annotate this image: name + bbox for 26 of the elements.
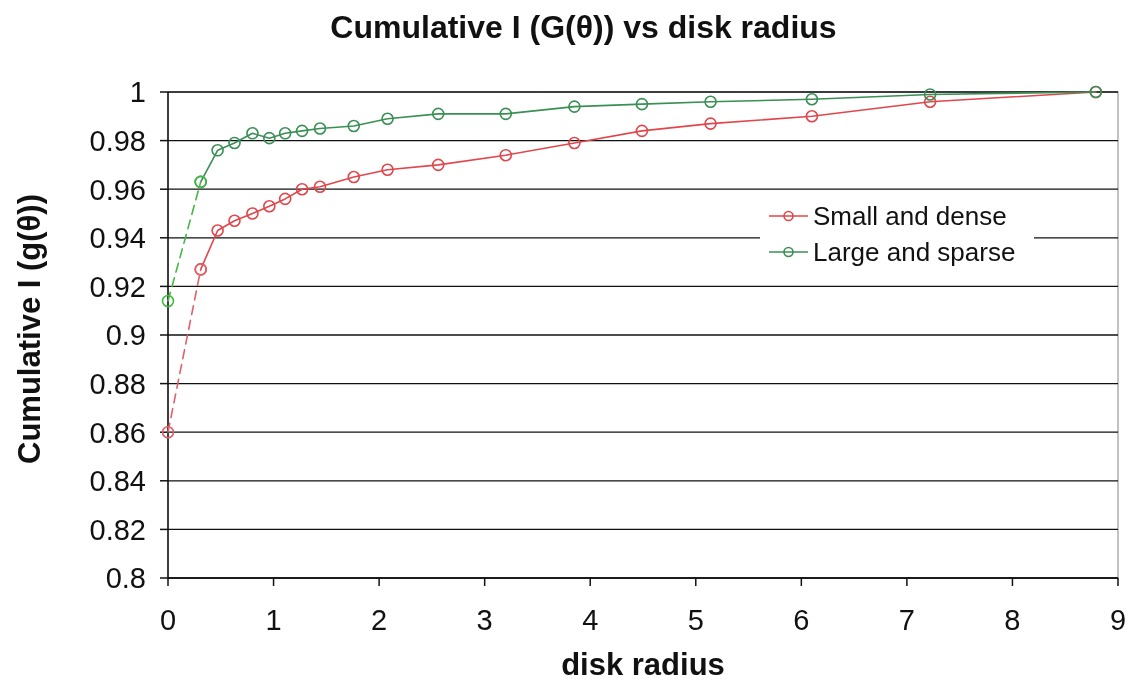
y-tick-label: 0.86	[89, 416, 146, 449]
x-tick-label: 2	[371, 604, 388, 636]
y-tick-label: 0.8	[105, 562, 146, 595]
x-tick-label: 6	[793, 604, 810, 636]
y-tick-label: 0.98	[89, 125, 146, 158]
x-tick-label: 9	[1109, 604, 1127, 636]
x-tick-label: 1	[265, 604, 282, 636]
x-tick-label: 5	[687, 604, 704, 636]
x-tick-label: 0	[159, 604, 177, 636]
x-tick-label: 8	[1004, 604, 1021, 636]
x-axis-title: disk radius	[561, 647, 725, 682]
legend-label: Large and sparse	[813, 237, 1016, 268]
y-tick-label: 1	[129, 76, 146, 109]
legend-label: Small and dense	[813, 201, 1007, 232]
y-tick-label: 0.82	[89, 513, 146, 546]
y-tick-label: 0.88	[89, 368, 146, 401]
y-tick-label: 0.96	[89, 173, 146, 206]
y-tick-label: 0.84	[89, 465, 146, 498]
chart-title: Cumulative I (G(θ)) vs disk radius	[330, 9, 837, 45]
x-tick-label: 4	[582, 604, 599, 636]
y-tick-label: 0.94	[89, 222, 146, 255]
y-tick-label: 0.9	[105, 319, 146, 352]
y-tick-label: 0.92	[89, 270, 146, 303]
x-tick-label: 3	[476, 604, 493, 636]
y-axis-title: Cumulative I (g(θ))	[12, 194, 47, 464]
x-tick-label: 7	[898, 604, 915, 636]
